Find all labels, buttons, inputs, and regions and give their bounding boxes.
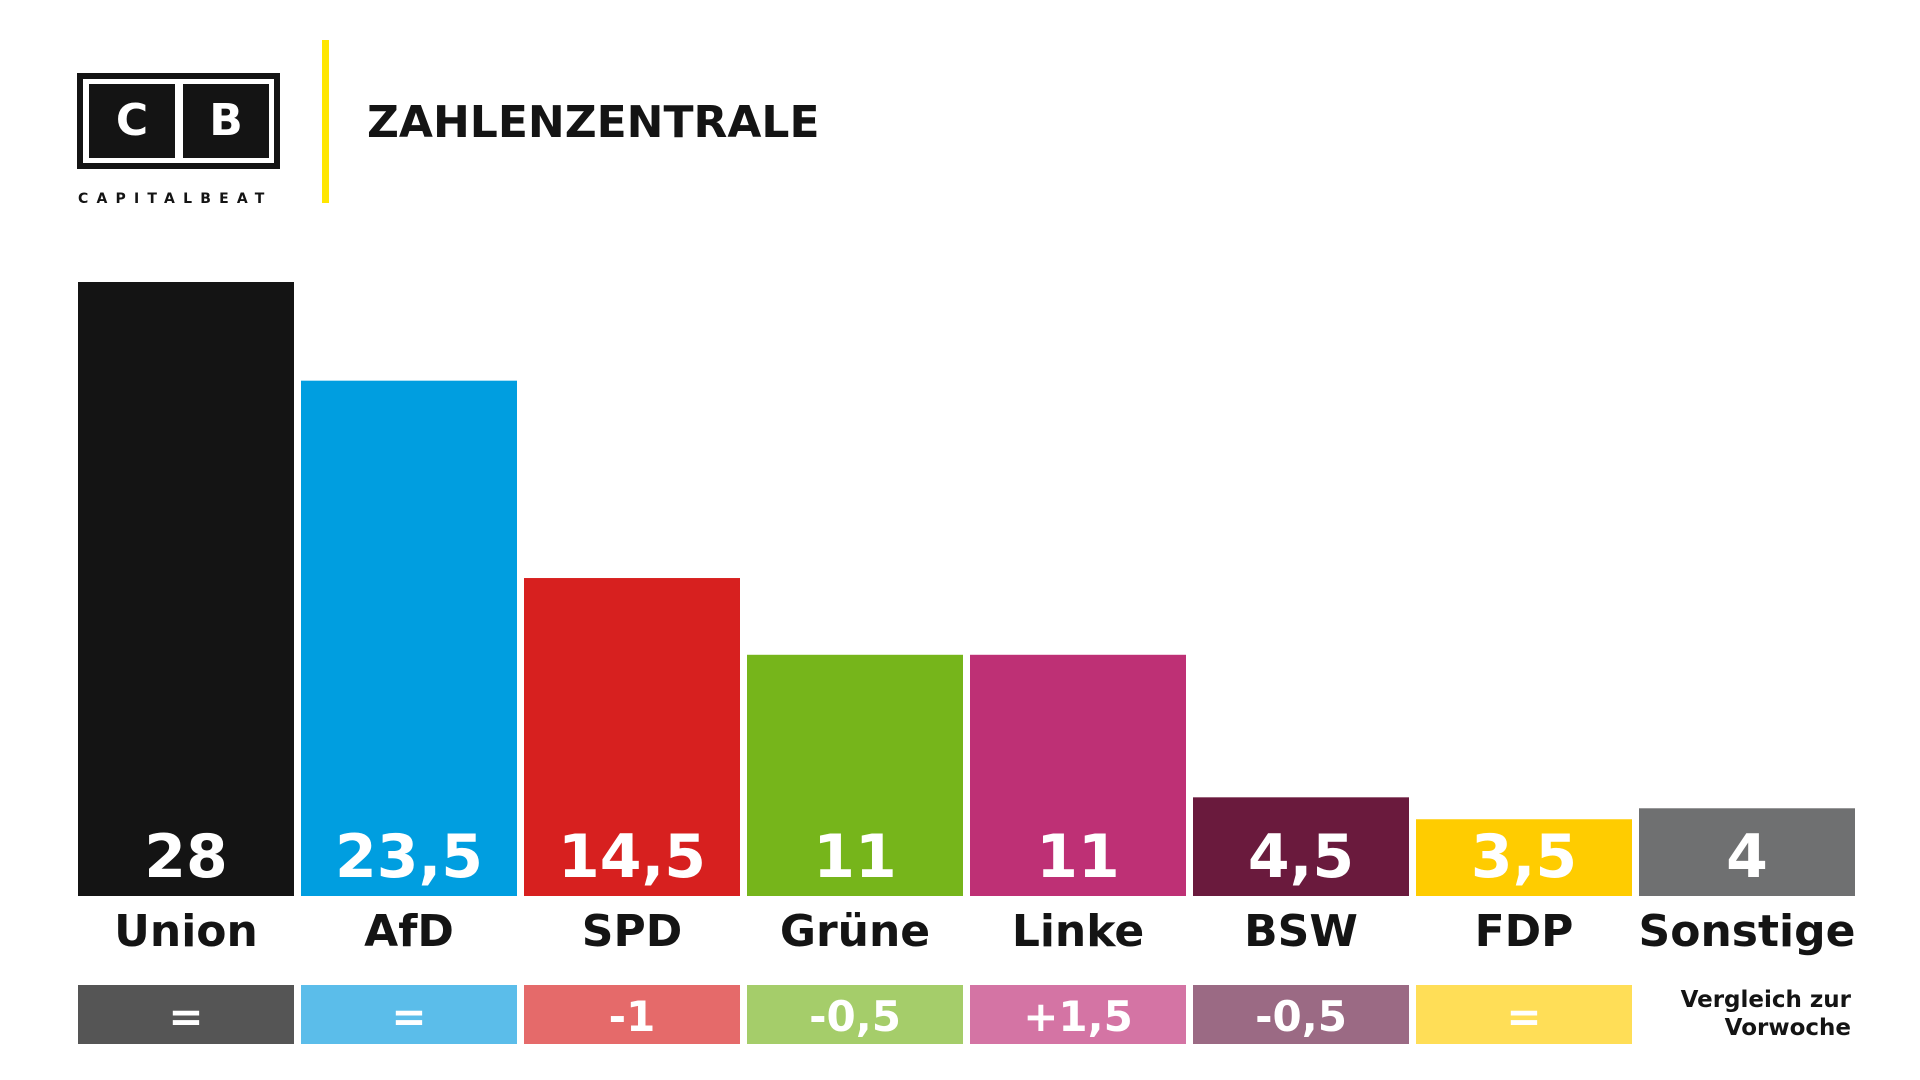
change-box: [524, 985, 740, 1044]
bar: [1416, 819, 1632, 896]
change-box: [1416, 985, 1632, 1044]
bar: [970, 654, 1186, 896]
value-label: 14,5: [558, 822, 706, 892]
value-label: 28: [144, 822, 228, 892]
change-label: -0,5: [809, 992, 901, 1041]
bar: [747, 654, 963, 896]
divider: [322, 40, 329, 203]
bar: [301, 380, 517, 896]
change-label: -1: [609, 992, 656, 1041]
change-note: Vorwoche: [1725, 1015, 1851, 1041]
logo: C B CAPITALBEAT: [77, 73, 280, 207]
category-label: BSW: [1244, 906, 1358, 957]
logo-frame: [77, 73, 280, 169]
bar: [78, 282, 294, 896]
category-label: Grüne: [780, 906, 930, 957]
logo-letter: B: [209, 95, 243, 146]
category-label: AfD: [364, 906, 454, 957]
value-label: 11: [1036, 822, 1120, 892]
bar: [1193, 797, 1409, 896]
change-label: +1,5: [1023, 992, 1133, 1041]
change-box: [970, 985, 1186, 1044]
value-label: 23,5: [335, 822, 483, 892]
logo-box: [183, 84, 269, 158]
category-label: Union: [114, 906, 258, 957]
title: ZAHLENZENTRALE: [367, 97, 820, 148]
category-label: SPD: [582, 906, 682, 957]
bar: [524, 578, 740, 896]
category-label: Linke: [1012, 906, 1144, 957]
value-label: 3,5: [1471, 822, 1577, 892]
category-label: Sonstige: [1639, 906, 1856, 957]
logo-letter: C: [116, 95, 148, 146]
category-label: FDP: [1475, 906, 1574, 957]
change-box: [747, 985, 963, 1044]
change-label: -0,5: [1255, 992, 1347, 1041]
value-label: 4,5: [1248, 822, 1354, 892]
change-box: [301, 985, 517, 1044]
change-label: =: [1506, 992, 1541, 1041]
change-note: Vergleich zur: [1681, 987, 1852, 1013]
value-label: 4: [1726, 822, 1768, 892]
logo-box: [89, 84, 175, 158]
change-box: [1193, 985, 1409, 1044]
change-label: =: [391, 992, 426, 1041]
value-label: 11: [813, 822, 897, 892]
change-label: =: [168, 992, 203, 1041]
change-box: [78, 985, 294, 1044]
logo-name: CAPITALBEAT: [78, 191, 273, 207]
bar: [1639, 808, 1855, 896]
